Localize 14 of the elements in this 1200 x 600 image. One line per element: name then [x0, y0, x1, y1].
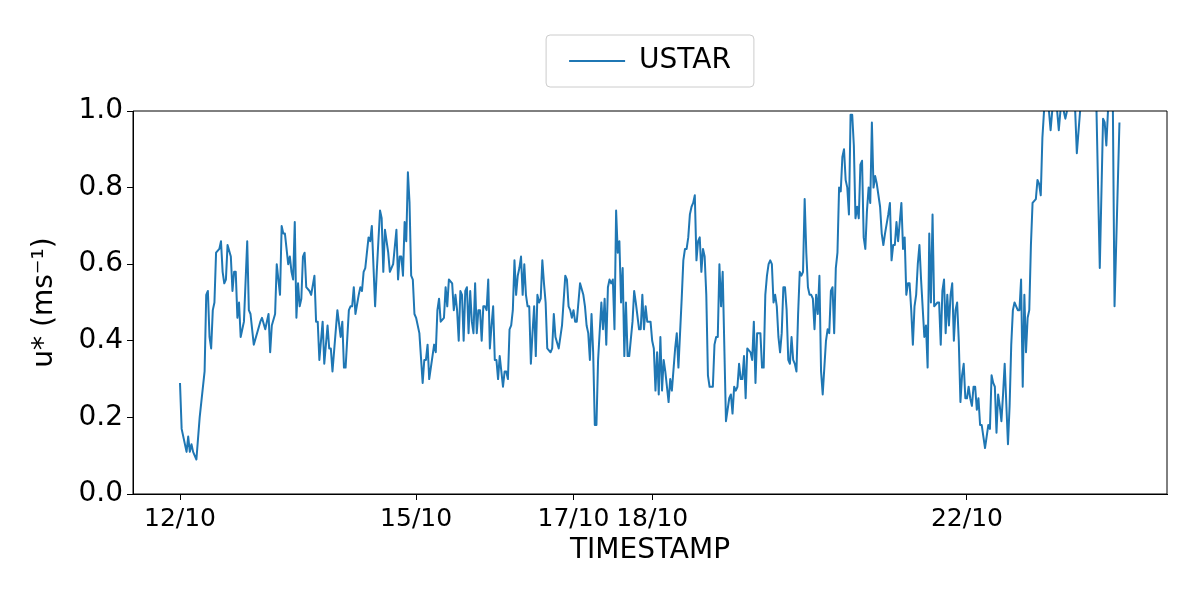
x-tick-label: 22/10	[930, 502, 1003, 532]
y-tick-label: 0.8	[78, 168, 123, 202]
y-tick-label: 1.0	[78, 92, 123, 126]
x-tick-label: 18/10	[616, 502, 689, 532]
legend-label: USTAR	[639, 42, 731, 76]
y-tick-label: 0.6	[78, 245, 123, 279]
x-tick-label: 15/10	[380, 502, 453, 532]
y-tick-label: 0.0	[78, 475, 123, 509]
x-axis-title: TIMESTAMP	[568, 532, 731, 566]
x-tick-label: 12/10	[143, 502, 217, 532]
x-tick-label: 17/10	[537, 502, 610, 532]
y-tick-label: 0.4	[78, 322, 123, 356]
y-axis-title: u* (ms⁻¹)	[26, 237, 60, 368]
y-tick-label: 0.2	[78, 398, 123, 432]
